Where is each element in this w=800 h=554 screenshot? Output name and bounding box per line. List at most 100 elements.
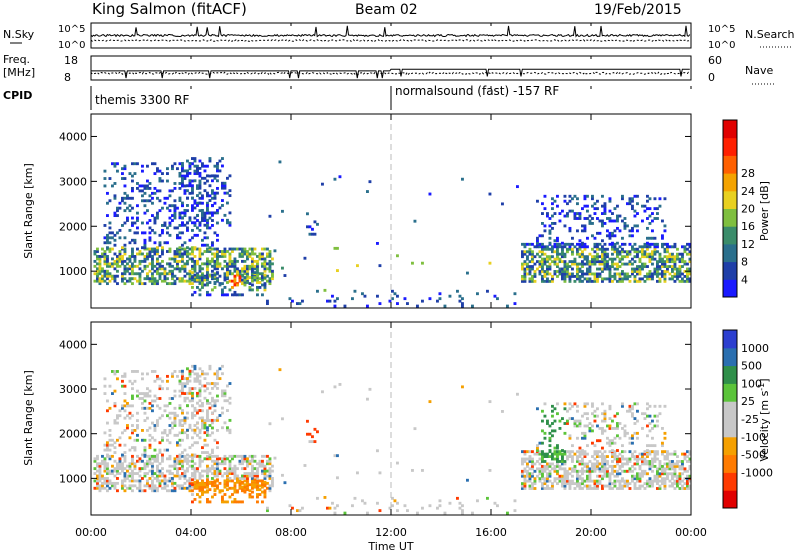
power-cell — [123, 264, 127, 268]
power-cell — [583, 217, 587, 220]
power-cell — [666, 267, 669, 271]
power-cell — [591, 247, 594, 251]
velocity-cell — [376, 501, 379, 505]
power-cell — [651, 250, 654, 254]
freq-panel-frame — [90, 55, 692, 81]
velocity-cell — [683, 482, 687, 486]
velocity-cell — [213, 462, 217, 466]
power-cell — [181, 179, 184, 183]
velocity-cell — [178, 477, 182, 480]
velocity-cell — [123, 472, 127, 475]
velocity-cell — [661, 467, 664, 471]
power-cell — [216, 179, 219, 183]
velocity-cell — [673, 474, 677, 478]
velocity-cell — [223, 480, 227, 484]
power-cell — [571, 274, 574, 278]
velocity-cell — [573, 464, 577, 468]
velocity-cell — [168, 416, 172, 420]
power-cell — [206, 164, 209, 168]
power-cell — [103, 272, 107, 276]
velocity-cell — [133, 479, 137, 483]
velocity-cell — [546, 472, 549, 476]
power-cell — [266, 262, 269, 266]
power-cell — [553, 245, 557, 249]
power-cell — [121, 257, 124, 261]
velocity-cell — [541, 472, 544, 476]
velocity-cell — [543, 436, 547, 440]
velocity-cell — [121, 469, 124, 473]
power-cell — [538, 255, 542, 259]
power-cell — [168, 216, 172, 220]
power-cell — [228, 259, 232, 263]
power-cell — [186, 279, 189, 283]
velocity-cell — [633, 457, 637, 461]
velocity-cell — [228, 477, 232, 480]
power-cell — [548, 262, 552, 266]
power-cell — [591, 255, 594, 259]
velocity-cell — [558, 477, 562, 481]
power-cell — [561, 260, 564, 264]
power-cell — [143, 246, 147, 250]
velocity-cell — [203, 438, 207, 442]
velocity-cell — [603, 409, 607, 413]
power-cell — [106, 282, 109, 286]
velocity-cell — [213, 467, 217, 471]
power-cell — [641, 250, 644, 254]
velocity-cell — [613, 414, 617, 418]
velocity-cell — [353, 496, 357, 500]
velocity-cell — [221, 474, 224, 478]
power-cell — [113, 196, 117, 200]
velocity-cell — [591, 469, 594, 473]
velocity-cell — [173, 433, 177, 437]
velocity-cell — [183, 481, 187, 485]
power-cell — [566, 270, 569, 273]
power-cell — [541, 245, 544, 249]
velocity-cell — [196, 485, 199, 489]
power-cell — [551, 207, 554, 211]
velocity-cell — [626, 479, 629, 483]
power-cell — [541, 270, 544, 273]
velocity-cell — [543, 455, 547, 458]
velocity-cell — [631, 434, 634, 438]
velocity-cell — [686, 484, 689, 488]
power-cell — [188, 269, 192, 273]
power-cell — [123, 250, 127, 253]
power-cell — [543, 247, 547, 251]
velocity-cell — [148, 454, 152, 458]
power-cell — [178, 246, 182, 250]
velocity-cell — [666, 452, 669, 456]
power-cell — [168, 224, 172, 227]
power-cell — [656, 260, 659, 264]
power-cell — [233, 274, 237, 278]
power-cell — [523, 270, 527, 273]
velocity-cell — [551, 484, 554, 488]
velocity-cell — [143, 472, 147, 475]
power-cell — [223, 213, 227, 217]
velocity-cell — [236, 454, 239, 458]
power-cell — [141, 189, 144, 193]
velocity-cell — [681, 472, 684, 476]
power-cell — [581, 262, 584, 266]
velocity-cell — [198, 474, 202, 478]
velocity-cell — [256, 485, 259, 489]
velocity-cell — [583, 479, 587, 483]
velocity-cell — [633, 467, 637, 471]
power-cell — [146, 164, 149, 168]
velocity-cell — [233, 484, 237, 488]
velocity-cell — [651, 484, 654, 488]
velocity-cell — [521, 460, 524, 463]
velocity-cell — [261, 472, 264, 475]
power-cell — [133, 255, 137, 258]
power-cell — [166, 167, 169, 171]
velocity-cell — [178, 394, 182, 398]
power-cell — [193, 216, 197, 220]
velocity-cell — [623, 469, 627, 473]
velocity-cell — [198, 500, 202, 504]
power-cell — [103, 224, 107, 227]
power-cell — [223, 252, 227, 256]
velocity-cell — [268, 489, 272, 493]
velocity-cell — [618, 464, 622, 468]
power-cell — [188, 277, 192, 281]
velocity-cell — [213, 469, 217, 473]
power-cell — [558, 245, 562, 249]
